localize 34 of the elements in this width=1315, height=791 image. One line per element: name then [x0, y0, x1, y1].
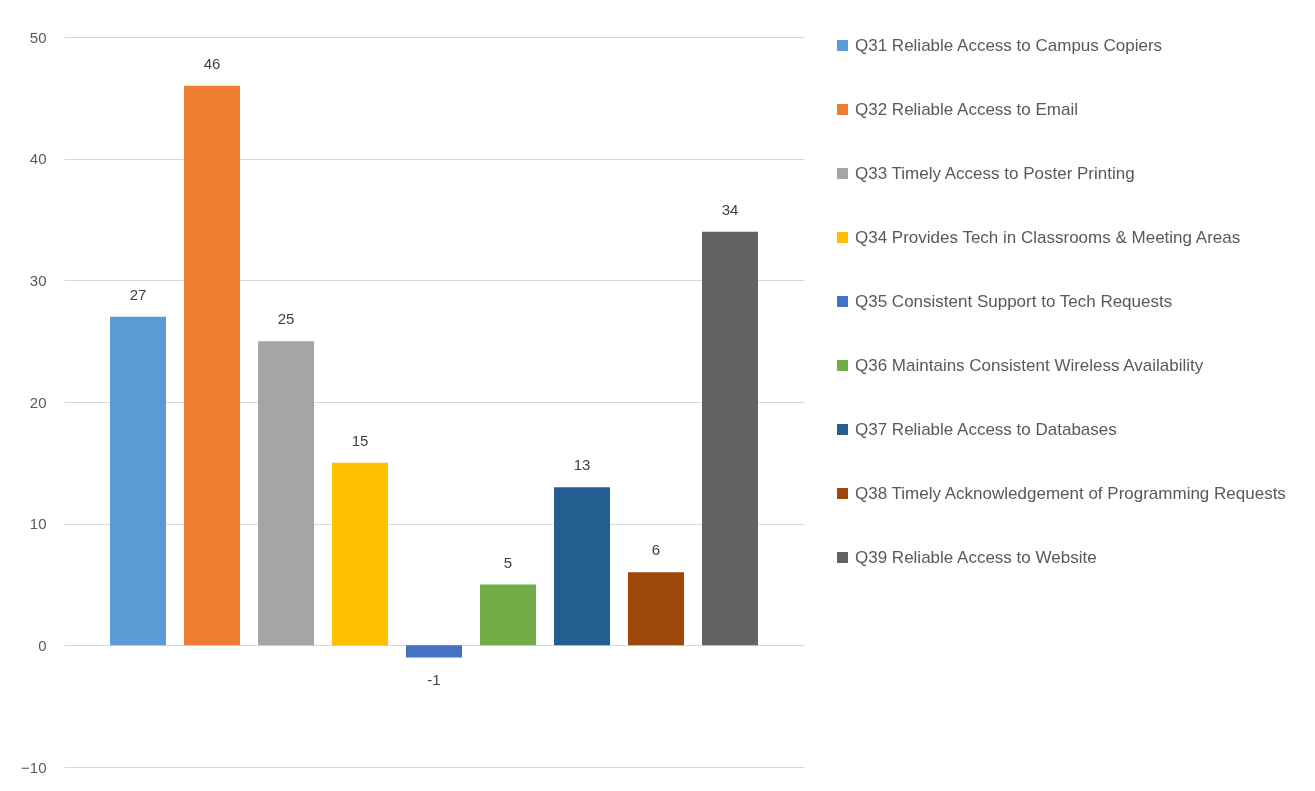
- data-label: 27: [129, 285, 147, 303]
- data-label: 34: [721, 200, 739, 218]
- data-label: -1: [427, 670, 441, 688]
- legend-label: Q33 Timely Access to Poster Printing: [855, 163, 1135, 183]
- data-label: 6: [651, 541, 661, 559]
- legend-label: Q34 Provides Tech in Classrooms & Meeting Areas: [855, 227, 1241, 247]
- bar: [480, 584, 536, 646]
- bar: [406, 645, 462, 658]
- bar: [184, 85, 240, 646]
- bar: [554, 487, 610, 646]
- data-label: 25: [277, 310, 295, 328]
- legend-label: Q39 Reliable Access to Website: [855, 547, 1097, 567]
- data-label: 15: [351, 431, 369, 449]
- bar: [702, 231, 758, 646]
- y-tick-label: 40: [29, 150, 47, 168]
- data-label: 5: [503, 553, 513, 571]
- legend-label: Q37 Reliable Access to Databases: [855, 419, 1117, 439]
- data-label: 13: [573, 456, 591, 474]
- legend-label: Q38 Timely Acknowledgement of Programming Requests: [855, 483, 1286, 503]
- y-tick-label: −10: [21, 758, 47, 776]
- legend-label: Q35 Consistent Support to Tech Requests: [855, 291, 1173, 311]
- data-label: 46: [203, 54, 221, 72]
- y-tick-label: 20: [29, 393, 47, 411]
- legend-label: Q31 Reliable Access to Campus Copiers: [855, 35, 1163, 55]
- y-tick-label: 10: [29, 515, 47, 533]
- bar: [628, 572, 684, 646]
- y-tick-label: 50: [29, 28, 47, 46]
- y-tick-label: 30: [29, 271, 47, 289]
- bar: [258, 341, 314, 646]
- bar: [110, 316, 166, 646]
- legend-label: Q36 Maintains Consistent Wireless Availability: [855, 355, 1204, 375]
- legend-label: Q32 Reliable Access to Email: [855, 99, 1078, 119]
- bar: [332, 462, 388, 646]
- y-tick-label: 0: [38, 636, 47, 654]
